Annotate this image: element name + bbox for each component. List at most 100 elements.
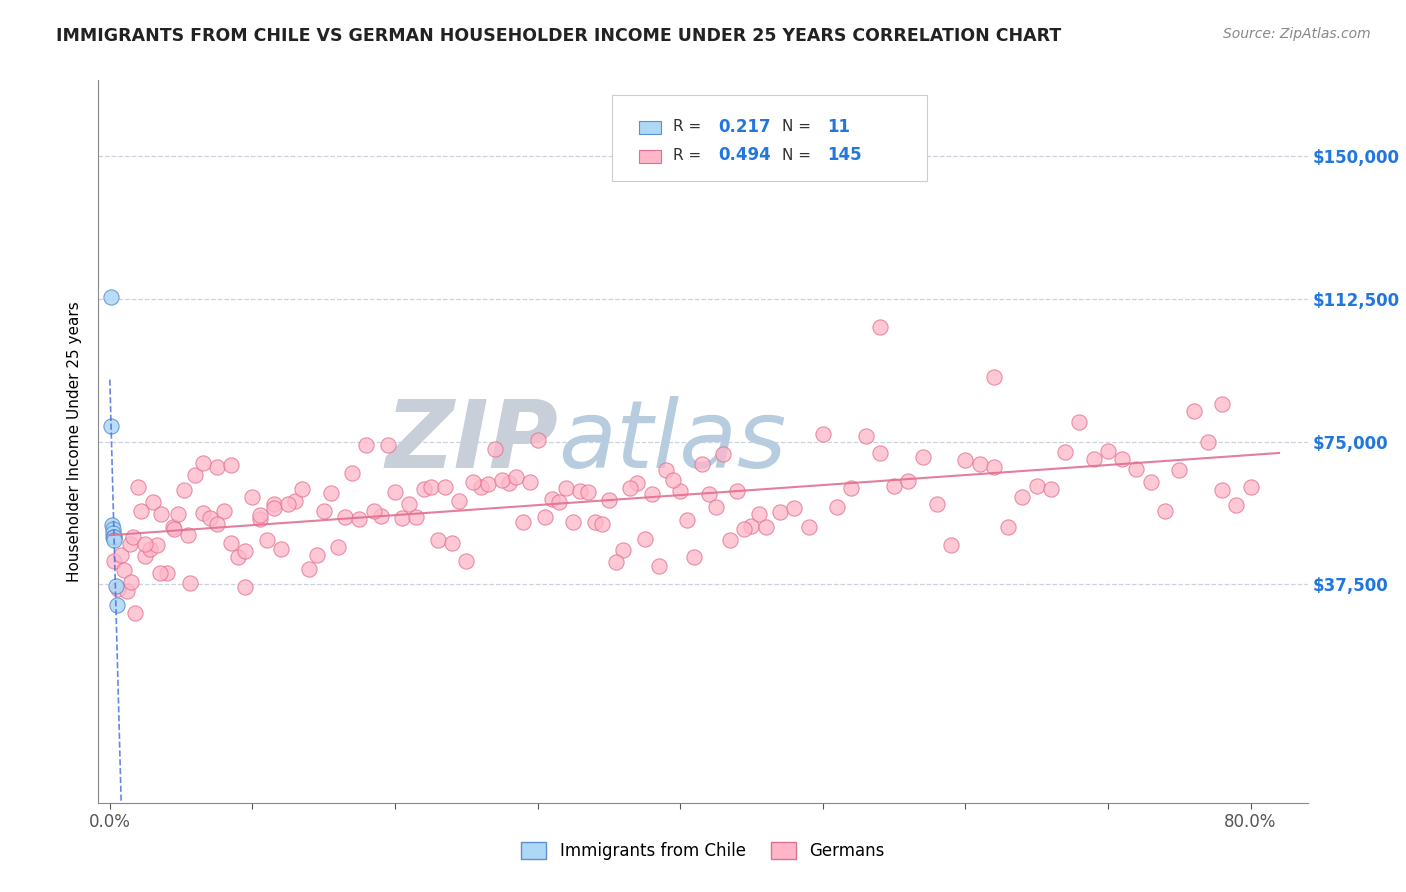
Point (897, 474, 920, 488)
Point (519, 475, 541, 490)
Point (384, 485, 406, 500)
Point (150, 507, 173, 521)
Point (256, 533, 278, 548)
Point (377, 438, 399, 452)
Point (740, 518, 762, 533)
Point (105, 598, 128, 612)
Point (541, 491, 564, 506)
Point (370, 509, 392, 524)
Text: 11: 11 (828, 118, 851, 136)
Point (619, 481, 641, 495)
Point (249, 508, 271, 522)
Point (626, 476, 648, 491)
Point (149, 566, 172, 580)
Point (583, 515, 606, 529)
Point (655, 463, 678, 477)
Point (662, 473, 685, 487)
Point (219, 535, 242, 549)
Point (167, 507, 190, 521)
Point (103, 533, 125, 548)
Point (612, 542, 634, 557)
Point (755, 520, 778, 534)
Point (191, 506, 214, 520)
Point (911, 450, 934, 465)
Point (198, 511, 221, 525)
Point (704, 500, 727, 515)
Point (1239, 480, 1261, 494)
Point (100, 419, 122, 434)
Point (477, 476, 499, 491)
Point (263, 501, 285, 516)
Text: 0.494: 0.494 (718, 146, 772, 164)
Point (433, 480, 456, 494)
Point (505, 470, 527, 484)
Point (633, 533, 655, 547)
Point (146, 537, 169, 551)
Point (249, 512, 271, 526)
Point (219, 458, 242, 473)
Point (839, 481, 862, 495)
Text: 145: 145 (828, 146, 862, 164)
Point (233, 580, 256, 594)
Point (342, 466, 364, 480)
Point (277, 498, 299, 512)
Point (783, 500, 806, 515)
Point (173, 483, 195, 498)
Point (869, 320, 891, 334)
Point (711, 448, 734, 462)
Point (1111, 452, 1133, 467)
Point (869, 446, 891, 460)
Point (1054, 444, 1077, 458)
Point (129, 504, 152, 518)
Point (139, 542, 162, 557)
Point (441, 536, 464, 550)
Point (284, 494, 307, 508)
Point (883, 479, 905, 493)
Point (983, 459, 1005, 474)
Point (298, 562, 321, 576)
Point (512, 515, 534, 529)
Point (156, 566, 179, 581)
Point (242, 490, 264, 504)
Point (124, 606, 146, 620)
Point (449, 494, 471, 508)
Point (484, 442, 506, 457)
Text: N =: N = (782, 119, 815, 134)
Point (491, 473, 513, 487)
FancyBboxPatch shape (638, 150, 661, 162)
Text: Source: ZipAtlas.com: Source: ZipAtlas.com (1223, 27, 1371, 41)
Point (391, 511, 413, 525)
Point (101, 522, 124, 536)
Point (533, 510, 555, 524)
Point (103, 530, 125, 544)
Point (748, 508, 770, 522)
Point (1154, 504, 1177, 518)
Point (184, 467, 207, 482)
Point (205, 517, 228, 532)
Point (405, 509, 427, 524)
Point (648, 558, 671, 573)
Point (969, 457, 991, 471)
Point (1069, 415, 1091, 429)
Point (305, 548, 328, 562)
Point (855, 429, 877, 443)
Point (120, 575, 142, 590)
Point (333, 510, 356, 524)
Point (112, 563, 135, 577)
Text: N =: N = (782, 148, 815, 163)
Point (1211, 396, 1233, 410)
Point (356, 438, 378, 452)
Point (270, 541, 292, 556)
Point (1125, 461, 1147, 475)
Point (349, 512, 371, 526)
Point (134, 537, 156, 551)
Point (233, 543, 256, 558)
Point (470, 480, 492, 494)
Point (103, 554, 125, 568)
Point (115, 584, 138, 599)
Point (983, 370, 1005, 384)
Point (326, 540, 349, 554)
Point (363, 504, 385, 518)
Point (605, 555, 627, 569)
Point (412, 482, 434, 496)
